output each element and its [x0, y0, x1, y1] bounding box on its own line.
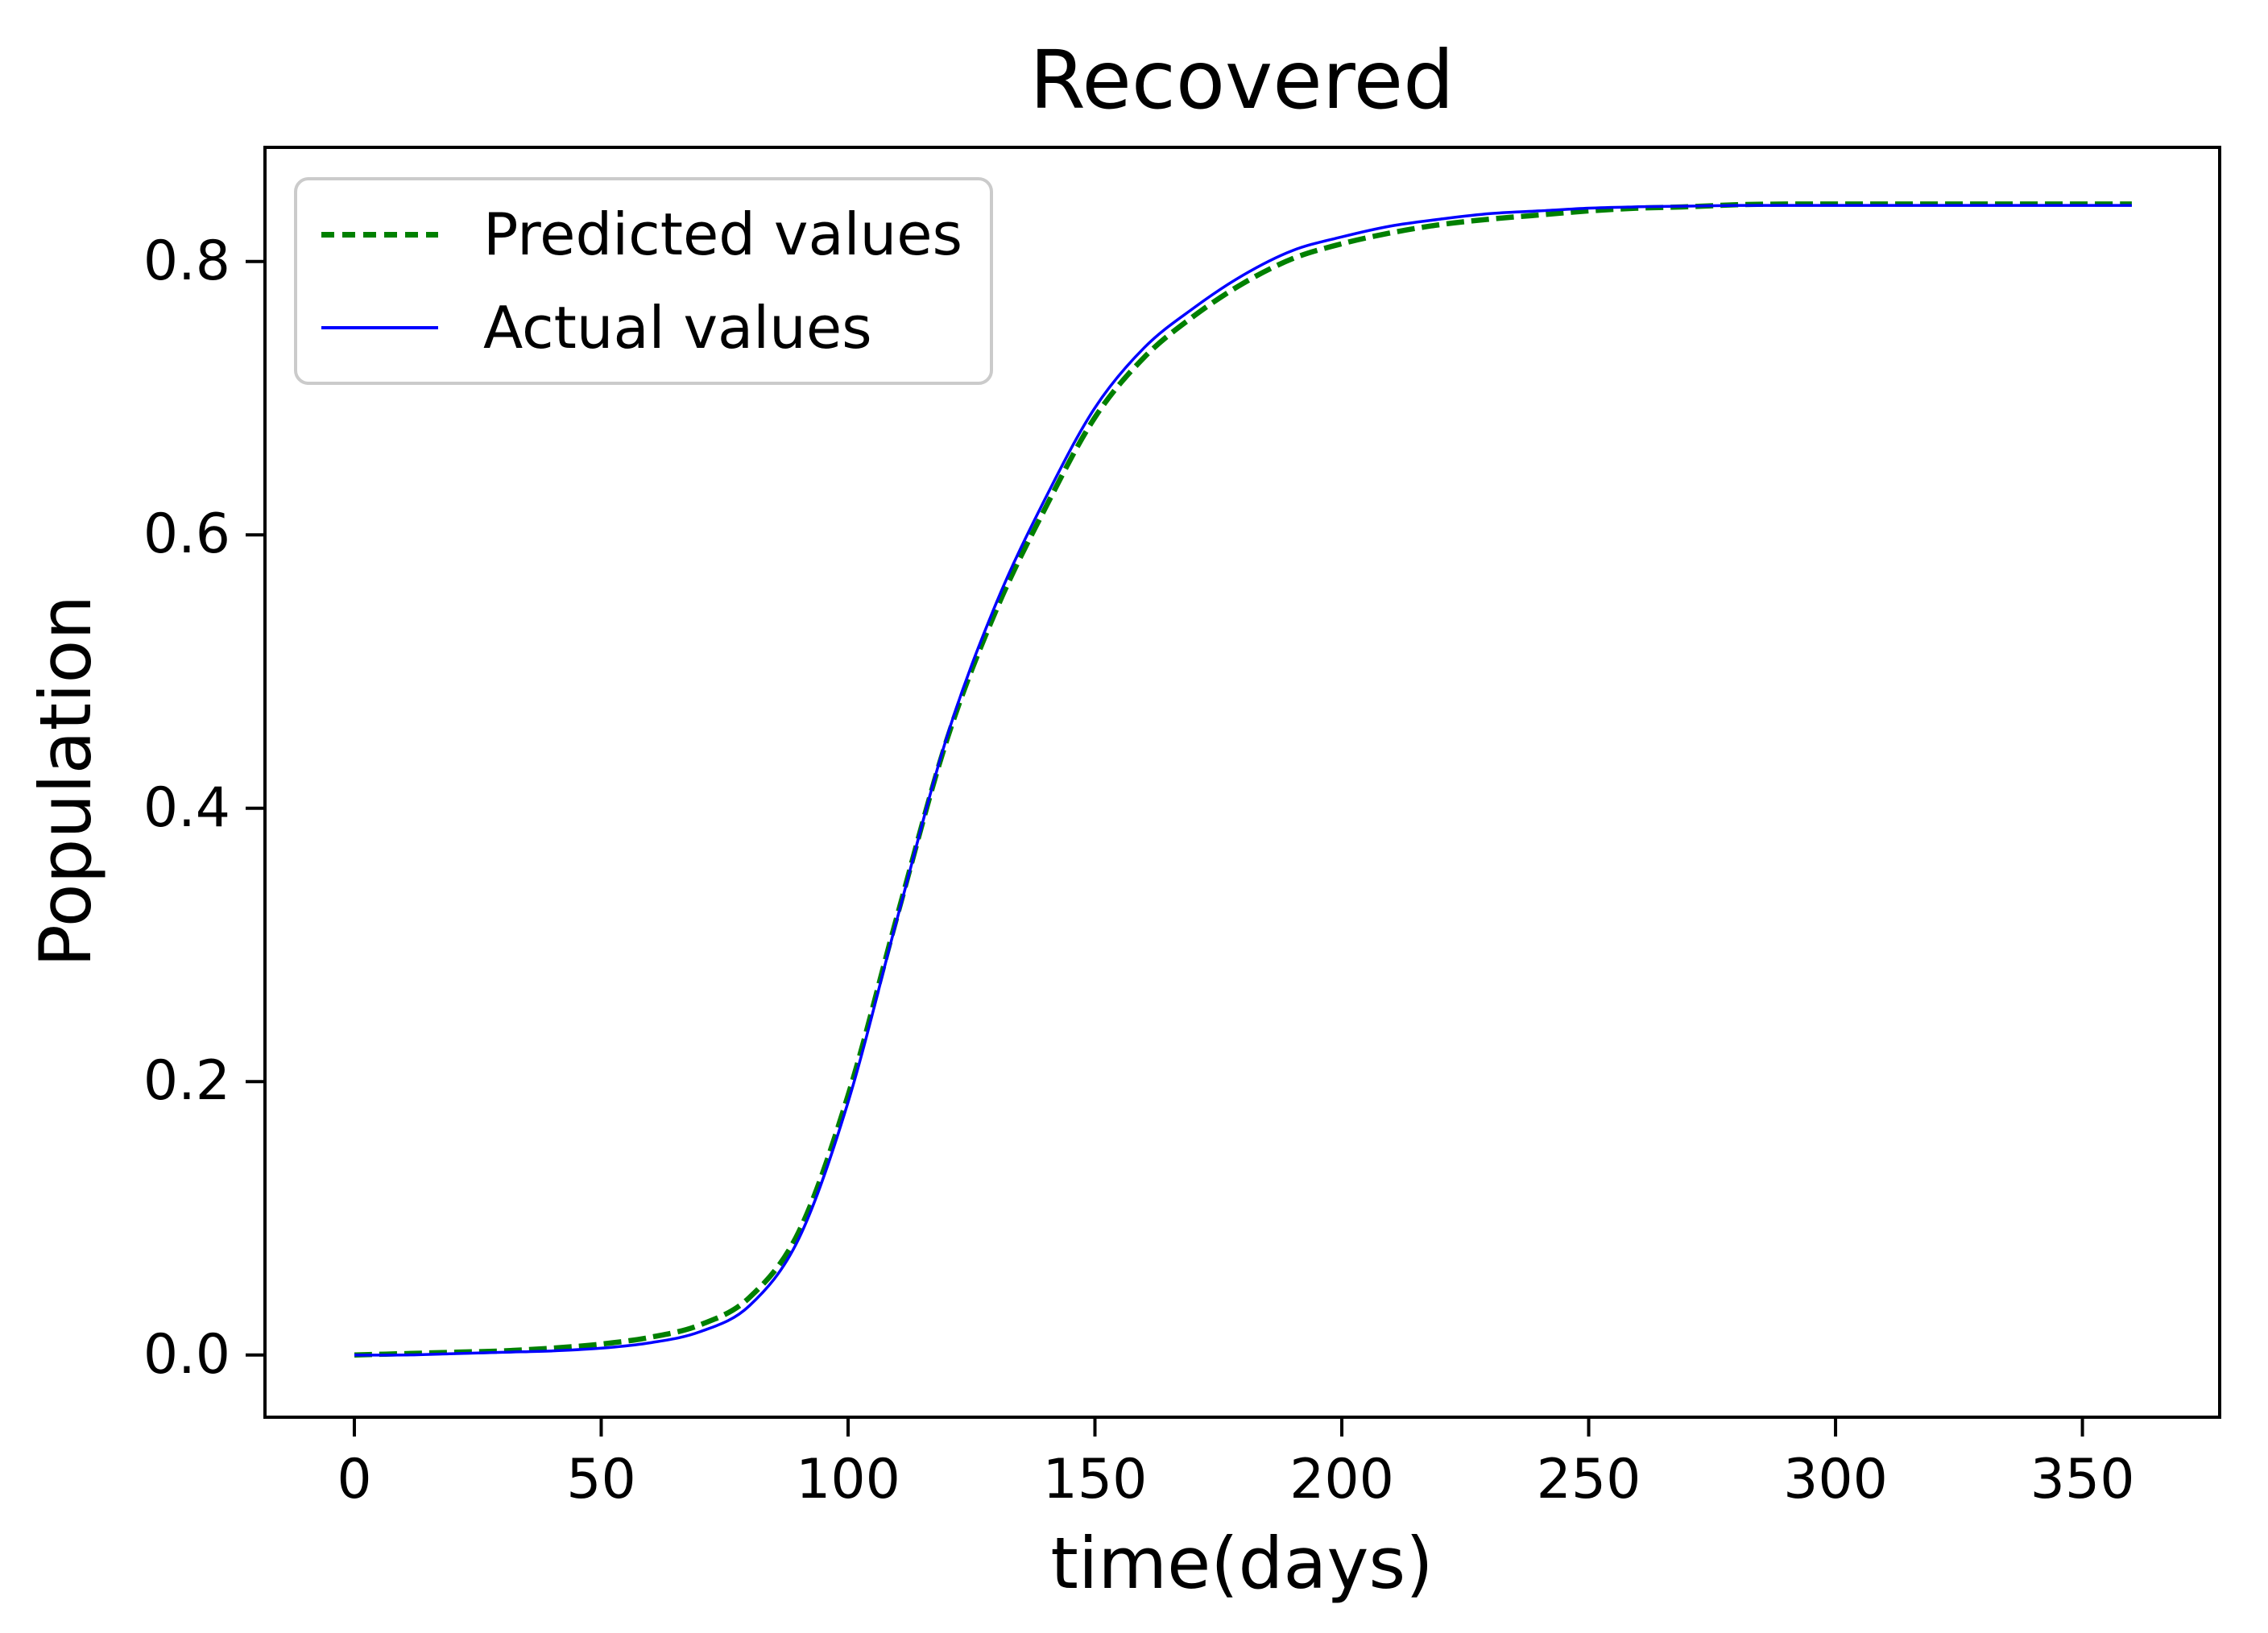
y-tick-label: 0.0: [143, 1322, 230, 1387]
actual-curve: [354, 204, 2132, 1357]
solid-line-swatch: [321, 326, 438, 329]
x-tick-label: 350: [2030, 1448, 2135, 1511]
y-tick-label: 0.6: [143, 502, 230, 567]
x-tick-label: 250: [1536, 1448, 1641, 1511]
x-tick-label: 300: [1783, 1448, 1888, 1511]
x-axis-label: time(days): [1050, 1522, 1434, 1605]
x-tick-label: 50: [566, 1448, 636, 1511]
x-tick-label: 0: [337, 1448, 372, 1511]
legend: Predicted values Actual values: [294, 177, 993, 385]
legend-label: Actual values: [483, 294, 872, 362]
y-tick-label: 0.2: [143, 1049, 230, 1114]
y-tick-label: 0.8: [143, 229, 230, 293]
x-tick-label: 200: [1289, 1448, 1394, 1511]
x-tick-label: 150: [1042, 1448, 1148, 1511]
legend-item-actual: Actual values: [321, 299, 974, 357]
dashed-line-swatch: [321, 231, 438, 238]
plot-border: [263, 146, 2221, 1419]
chart-title: Recovered: [1029, 33, 1455, 127]
x-tick-label: 100: [796, 1448, 900, 1511]
y-tick-label: 0.4: [143, 775, 230, 840]
predicted-curve: [354, 201, 2132, 1358]
legend-label: Predicted values: [483, 201, 963, 268]
legend-item-predicted: Predicted values: [321, 205, 974, 263]
